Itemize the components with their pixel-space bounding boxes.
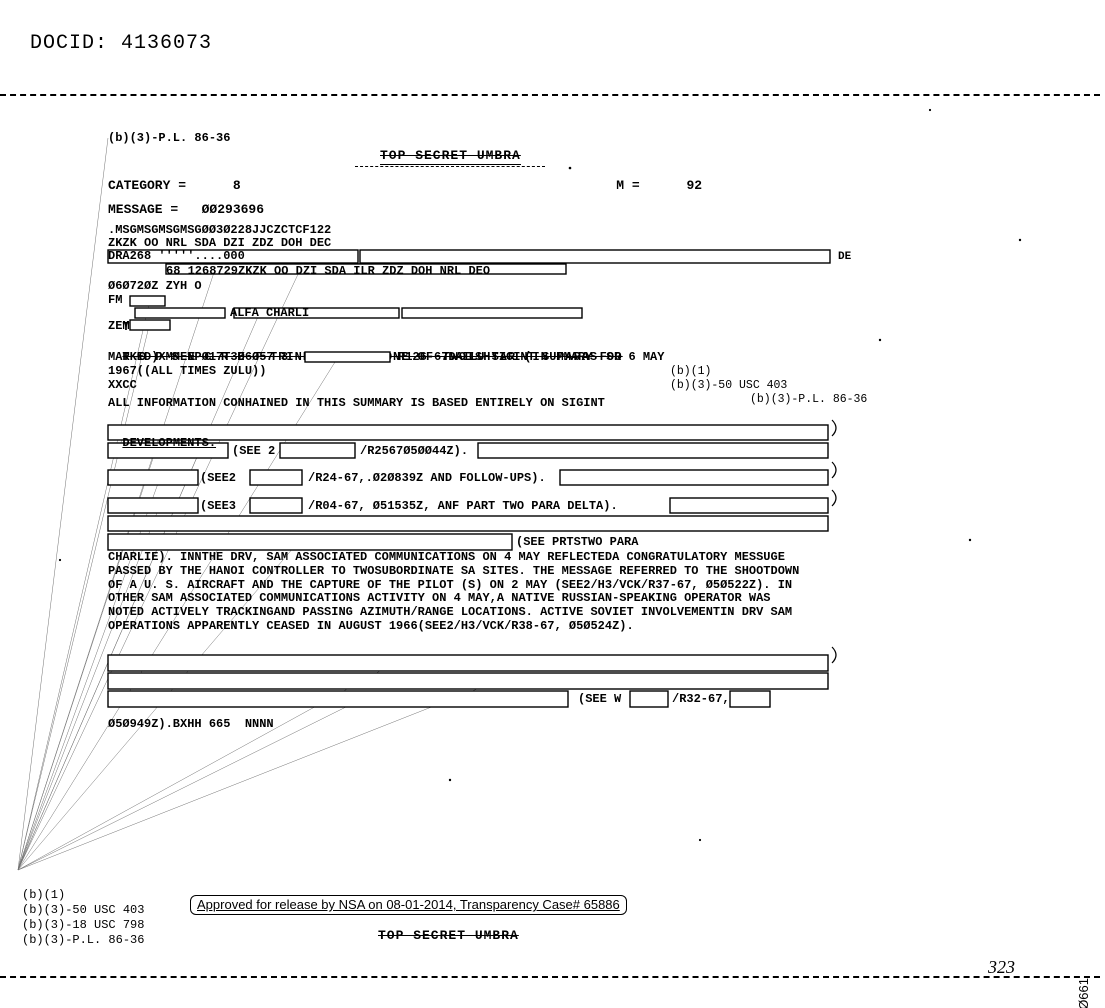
main-paragraph: CHARLIE). INNTHE DRV, SAM ASSOCIATED COM… [108,551,808,634]
see-row-1: (SEE 2 [232,444,275,458]
bexempt-4: (b)(3)-P.L. 86-36 [22,933,144,948]
closing-line: Ø5Ø949Z).BXHH 665 NNNN [108,718,274,732]
category-row: CATEGORY = 8 M = 92 [108,178,702,193]
see1-b: /R2567Ø5ØØ44Z). [360,444,468,458]
see2-b: /R24-67,.Ø2Ø839Z AND FOLLOW-UPS). [308,471,546,485]
msg-line-3: DRA268 '''''....000 [108,250,245,264]
page-number: 323 [988,957,1015,978]
msg-line-4: 68 1268729ZKZK OO DZI SDA ILR ZDZ DOH NR… [166,265,490,279]
category-label: CATEGORY = [108,178,186,193]
tail-see-b: /R32-67, [672,692,730,706]
para-intro-3: DEVELOPMENTS. [108,423,216,451]
right-exemption-3: (b)(3)-P.L. 86-36 [750,393,867,406]
see-row-2b: /R24-67,.Ø2Ø839Z AND FOLLOW-UPS). [308,471,546,485]
classification-bottom: TOP SECRET UMBRA [378,928,519,943]
see3-a: (SEE3 [200,499,236,513]
para-intro-1: ALL INFORMATION CONHAINED IN THIS SUMMAR… [108,397,605,411]
right-exemption-1: (b)(1) [670,365,711,378]
approved-release-box: Approved for release by NSA on 08-01-201… [190,895,627,915]
see1-a: (SEE 2 [232,444,275,458]
message-label: MESSAGE = [108,202,178,217]
see-row-4: (SEE PRTSTWO PARA [516,535,638,549]
msg-zem: ZEM [108,320,130,334]
msg-trine-2b: R126-67DAILU SIGINT SUMMARY FOR 6 MAY [398,351,664,365]
msg-fm: FM [108,294,122,308]
see3-b: /R04-67, Ø51535Z, ANF PART TWO PARA DELT… [308,499,618,513]
msg-trine-2a: MARKED)XMMENPØ17T3Ø6Ø57 3 [108,351,288,365]
message-row: MESSAGE = ØØ293696 [108,202,264,217]
msg-line-5: Ø6Ø72ØZ ZYH O [108,280,202,294]
bexempt-3: (b)(3)-18 USC 798 [22,918,144,933]
msg-to-suffix: ALFA CHARLI [230,307,309,321]
tail-see-a: (SEE W [578,692,621,706]
top-exemption-marking: (b)(3)-P.L. 86-36 [108,131,230,145]
see-row-1b: /R2567Ø5ØØ44Z). [360,444,468,458]
bexempt-2: (b)(3)-50 USC 403 [22,903,144,918]
see-row-2: (SEE2 [200,471,236,485]
see-row-3: (SEE3 [200,499,236,513]
message-value: ØØ293696 [202,202,264,217]
category-value: 8 [233,178,241,193]
msg-trine-3: 1967((ALL TIMES ZULU)) [108,365,266,379]
classif-underline [355,166,545,167]
doc-id: DOCID: 4136073 [30,32,212,55]
m-label: M = [616,178,639,193]
m-value: 92 [686,178,702,193]
side-annotation: Ø663 Ø662 982Ø23-3-1-5148 Ø661 [1076,978,1091,1008]
bottom-exemptions: (b)(1) (b)(3)-50 USC 403 (b)(3)-18 USC 7… [22,888,144,948]
msg-xxcc: XXCC [108,379,137,393]
see2-a: (SEE2 [200,471,236,485]
right-exemption-2: (b)(3)-50 USC 403 [670,379,787,392]
classification-top: TOP SECRET UMBRA [380,148,521,165]
see-row-3b: /R04-67, Ø51535Z, ANF PART TWO PARA DELT… [308,499,618,513]
para-intro-3-text: DEVELOPMENTS. [122,436,216,450]
bexempt-1: (b)(1) [22,888,144,903]
